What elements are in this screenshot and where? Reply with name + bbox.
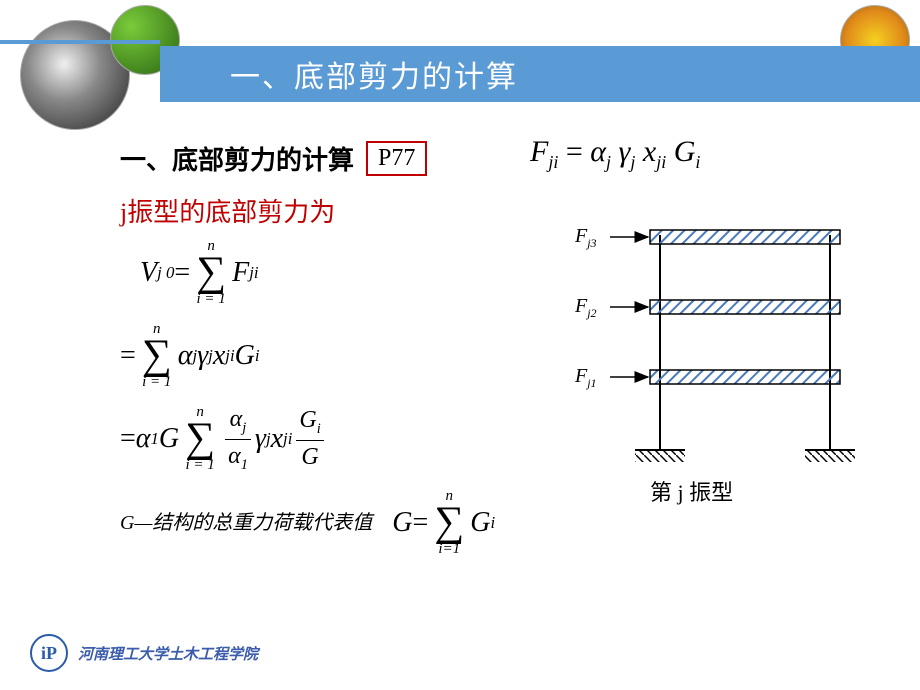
eq-alpha: α [590,135,606,168]
section-heading: 一、底部剪力的计算 [120,140,354,177]
mode-shape-diagram: Fj3 Fj2 Fj1 第 j 振型 [540,215,860,495]
gnote-G: G [392,506,412,540]
eq-alpha-sub: j [606,152,611,172]
eq2-x-sub: ji [225,346,234,366]
eq2-alpha: α [178,339,193,373]
eq-G-sub: i [695,152,700,172]
eq3-f1bs: 1 [241,456,248,472]
sigma-symbol: ∑ [185,420,215,458]
footer: iP 河南理工大学土木工程学院 [30,634,258,672]
university-logo: iP [30,634,68,672]
header-title: 一、底部剪力的计算 [230,52,518,96]
eq3-gamma: γ [255,422,266,456]
page-reference-box: P77 [366,141,427,176]
eq3-G: G [159,422,179,456]
eq3-alpha1-sub: 1 [151,429,159,449]
eq2-G-sub: i [255,346,260,366]
eq3-eq: = [120,422,136,456]
diagram-label-f1: Fj1 [575,365,597,391]
eq2-sumbot: i = 1 [142,375,171,390]
gnote-sumbot: i=1 [438,542,460,557]
eq1-sigma: n ∑ i = 1 [196,239,226,307]
eq3-x: x [271,422,283,456]
eq3-alpha1: α [136,422,151,456]
eq3-f2b: G [298,443,321,472]
section-heading-row: 一、底部剪力的计算 P77 [120,140,880,177]
eq-gamma: γ [619,135,631,168]
sigma-symbol: ∑ [196,254,226,292]
eq3-f1ts: j [242,419,246,435]
eq1-Vsub: j 0 [157,263,174,283]
eq3-frac-alpha: αj α1 [225,405,251,474]
eq3-f1t: α [230,406,243,432]
eq2-gamma: γ [197,339,208,373]
eq2-eq: = [120,339,136,373]
eq-x-sub: ji [656,152,666,172]
eq-gamma-sub: j [630,152,635,172]
eq3-frac-G: Gi G [296,406,323,472]
eq1-eq: = [174,256,190,290]
eq3-f2t: G [299,407,316,433]
eq-x: x [643,135,656,168]
eq2-G: G [235,339,255,373]
diagram-label-f3: Fj3 [575,225,597,251]
eq1-Fsub: ji [249,263,258,283]
gnote-Gi-sub: i [490,513,495,533]
diagram-svg [540,215,860,475]
eq2-sigma: n ∑ i = 1 [142,322,172,390]
diagram-label-f2: Fj2 [575,295,597,321]
gnote-sigma: n ∑ i=1 [434,489,464,557]
g-definition: G—结构的总重力荷载代表值 G = n ∑ i=1 Gi [120,489,880,557]
g-def-text: G—结构的总重力荷载代表值 [120,511,372,535]
eq-F: F [530,135,548,168]
diagram-caption: 第 j 振型 [650,475,733,507]
eq1-V: V [140,256,157,290]
header-bar: 一、底部剪力的计算 [160,46,920,102]
eq-eqsign: = [566,135,590,168]
eq3-f1b: α [228,443,241,469]
sigma-symbol: ∑ [142,337,172,375]
eq-G: G [674,135,696,168]
eq3-sigma: n ∑ i = 1 [185,405,215,473]
equation-fji: Fji = αj γj xji Gi [530,135,700,173]
footer-text: 河南理工大学土木工程学院 [78,643,258,664]
eq3-sumbot: i = 1 [185,458,214,473]
eq2-x: x [213,339,225,373]
content-area: 一、底部剪力的计算 P77 Fji = αj γj xji Gi j振型的底部剪… [120,140,880,650]
eq-F-sub: ji [548,152,558,172]
gnote-eq: = [412,506,428,540]
eq1-sumbot: i = 1 [196,292,225,307]
gnote-Gi: G [470,506,490,540]
eq3-f2ts: i [317,421,321,437]
eq1-F: F [232,256,249,290]
eq3-x-sub: ji [283,429,292,449]
accent-bar [0,40,160,44]
sigma-symbol: ∑ [434,504,464,542]
